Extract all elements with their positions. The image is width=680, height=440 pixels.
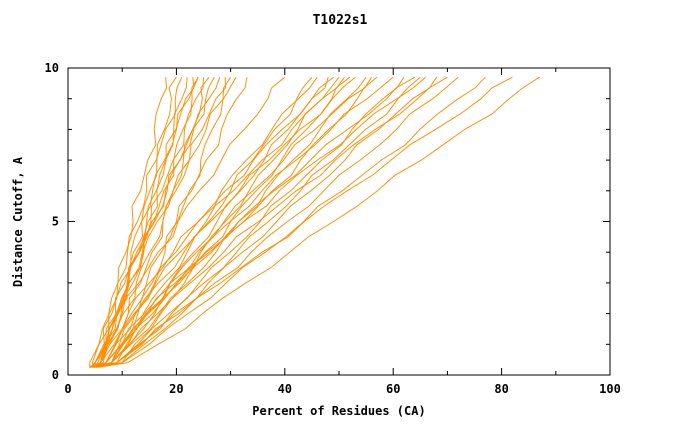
curve-model-19 [95, 77, 329, 368]
curve-group [89, 76, 540, 368]
curve-model-35 [98, 76, 459, 368]
curve-model-10 [94, 76, 215, 368]
curve-model-32 [91, 76, 427, 368]
curve-model-16 [89, 76, 286, 368]
curve-model-01 [89, 77, 168, 368]
curve-model-15 [98, 77, 248, 368]
curve-model-03 [91, 76, 183, 368]
x-tick-label: 20 [169, 382, 183, 396]
curve-model-07 [91, 77, 199, 368]
curve-model-08 [93, 77, 204, 368]
chart-title: T1022s1 [313, 13, 368, 28]
y-tick-label: 0 [52, 368, 59, 382]
curve-model-21 [89, 76, 340, 368]
curve-model-37 [96, 76, 513, 368]
curve-model-24 [95, 76, 356, 368]
curve-model-22 [91, 76, 345, 368]
curve-model-20 [97, 76, 334, 368]
curve-model-29 [96, 76, 405, 368]
curve-model-34 [96, 76, 448, 368]
x-tick-label: 0 [64, 382, 71, 396]
plot-border [67, 67, 611, 376]
curve-model-28 [93, 76, 394, 368]
x-tick-label: 100 [599, 382, 621, 396]
y-axis-label: Distance Cutoff, A [11, 156, 25, 287]
curve-model-14 [95, 76, 237, 368]
curve-model-30 [98, 76, 416, 368]
x-tick-label: 60 [386, 382, 400, 396]
curve-model-33 [93, 76, 438, 368]
y-tick-label: 10 [45, 61, 59, 75]
x-tick-label: 40 [278, 382, 292, 396]
curve-model-17 [91, 76, 313, 368]
axes-group: 0 20 40 60 80 100 0 5 10 [45, 61, 621, 396]
curve-model-38 [98, 76, 540, 368]
curve-model-05 [97, 77, 195, 368]
y-tick-label: 5 [52, 215, 59, 229]
x-axis-label: Percent of Residues (CA) [252, 404, 425, 418]
curve-model-11 [89, 77, 221, 368]
x-tick-label: 80 [494, 382, 508, 396]
